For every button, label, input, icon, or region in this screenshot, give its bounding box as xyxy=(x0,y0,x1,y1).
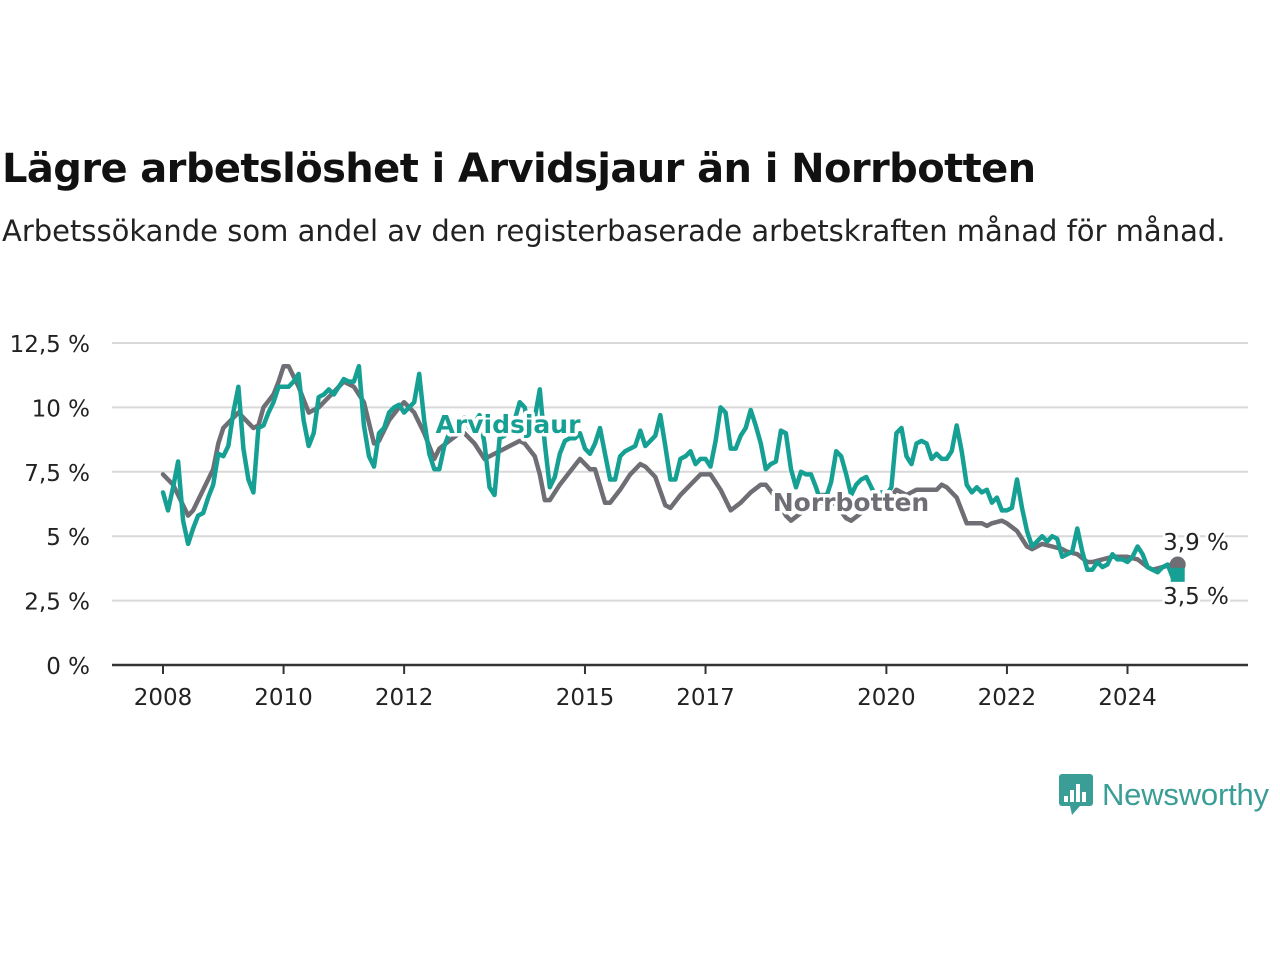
newsworthy-logo[interactable]: Newsworthy xyxy=(1058,772,1269,818)
y-tick-label: 12,5 % xyxy=(10,332,90,358)
chart-title: Lägre arbetslöshet i Arvidsjaur än i Nor… xyxy=(2,146,1036,192)
y-tick-label: 0 % xyxy=(46,654,90,680)
y-tick-label: 2,5 % xyxy=(24,590,90,616)
chart-subtitle: Arbetssökande som andel av den registerb… xyxy=(2,214,1226,248)
y-tick-label: 5 % xyxy=(46,525,90,551)
y-tick-label: 7,5 % xyxy=(24,461,90,487)
x-tick-label: 2010 xyxy=(254,685,313,711)
series-line-arvidsjaur xyxy=(160,363,1180,580)
x-tick-label: 2024 xyxy=(1098,685,1157,711)
x-tick-label: 2017 xyxy=(676,685,735,711)
series-label-norrbotten: Norrbotten xyxy=(773,488,929,517)
x-tick-label: 2012 xyxy=(375,685,434,711)
x-tick-label: 2015 xyxy=(556,685,615,711)
x-tick-label: 2008 xyxy=(134,685,193,711)
y-tick-label: 10 % xyxy=(32,396,90,422)
newsworthy-logo-text: Newsworthy xyxy=(1102,777,1269,812)
x-tick-label: 2022 xyxy=(978,685,1037,711)
series-end-marker-arvidsjaur xyxy=(1170,567,1185,582)
end-label-arvidsjaur: 3,5 % xyxy=(1163,584,1229,610)
newsworthy-logo-icon xyxy=(1059,774,1093,815)
series-label-arvidsjaur: Arvidsjaur xyxy=(436,410,582,439)
x-tick-label: 2020 xyxy=(857,685,916,711)
end-label-norrbotten: 3,9 % xyxy=(1163,530,1229,556)
